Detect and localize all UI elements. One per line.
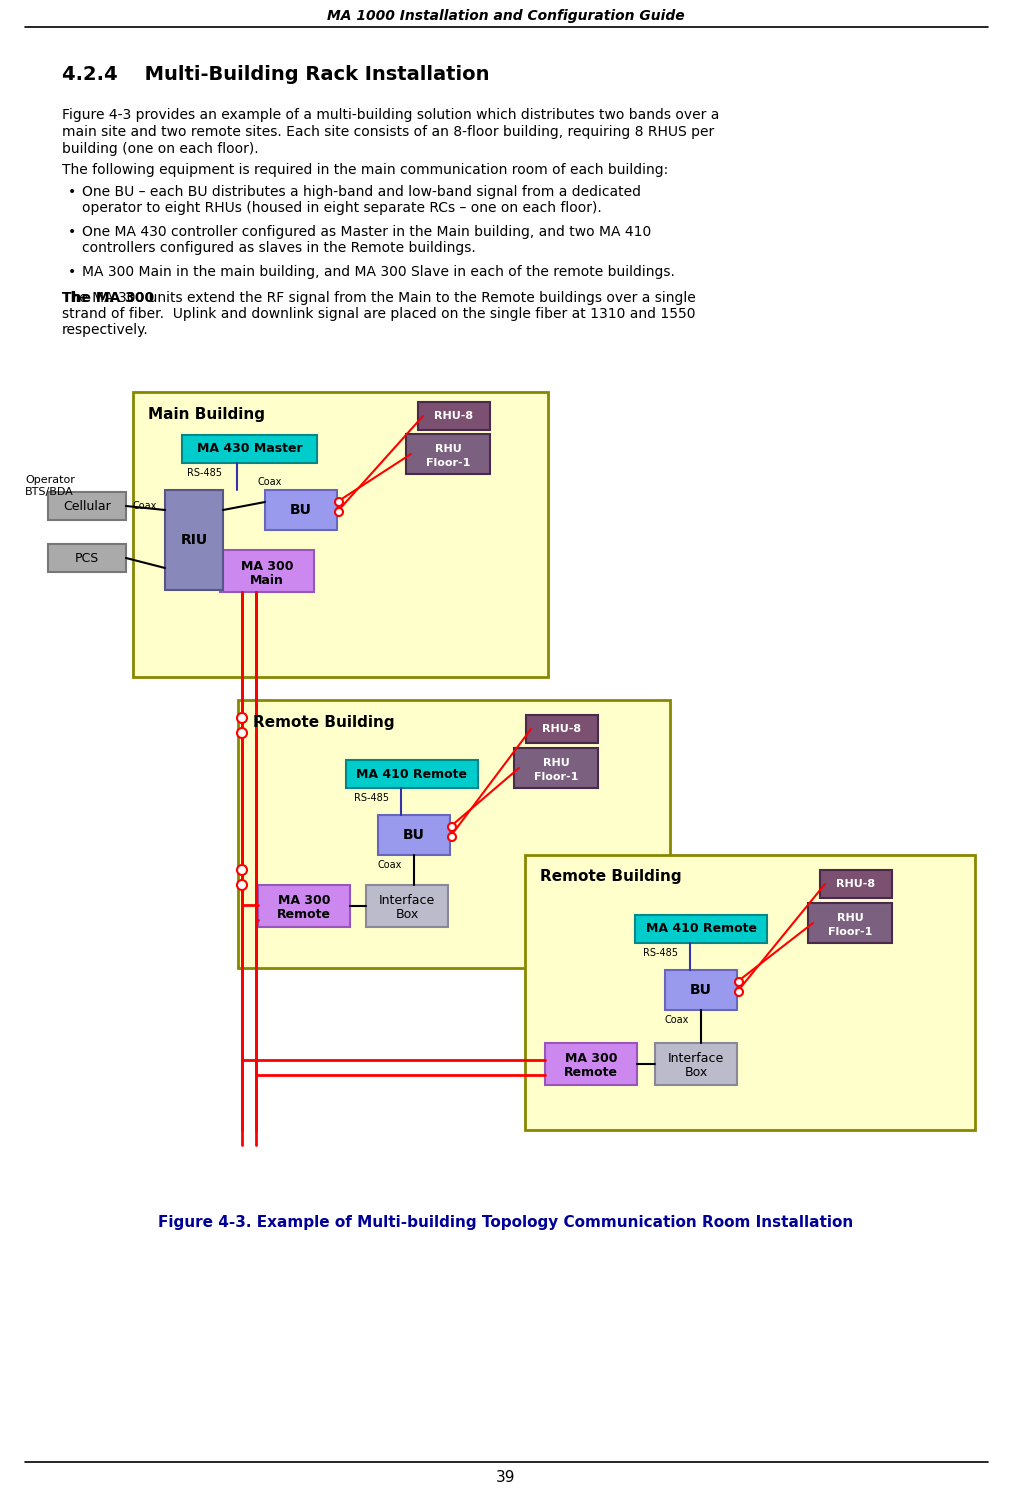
- Text: One MA 430 controller configured as Master in the Main building, and two MA 410: One MA 430 controller configured as Mast…: [82, 225, 651, 238]
- Text: RS-485: RS-485: [187, 468, 222, 478]
- Text: Figure 4-3. Example of Multi-building Topology Communication Room Installation: Figure 4-3. Example of Multi-building To…: [158, 1214, 854, 1229]
- Text: Figure 4-3 provides an example of a multi-building solution which distributes tw: Figure 4-3 provides an example of a mult…: [62, 107, 719, 122]
- Text: RHU: RHU: [837, 913, 863, 922]
- Bar: [406, 434, 490, 474]
- Text: RHU-8: RHU-8: [837, 879, 875, 890]
- Bar: [258, 885, 350, 927]
- Text: MA 410 Remote: MA 410 Remote: [357, 767, 468, 781]
- Bar: [48, 544, 126, 572]
- Text: Coax: Coax: [665, 1015, 689, 1025]
- Text: PCS: PCS: [75, 551, 99, 565]
- Text: strand of fiber.  Uplink and downlink signal are placed on the single fiber at 1: strand of fiber. Uplink and downlink sig…: [62, 307, 696, 320]
- Text: Box: Box: [395, 909, 418, 921]
- Text: •: •: [68, 225, 76, 238]
- Text: Main Building: Main Building: [148, 407, 265, 422]
- Text: MA 300: MA 300: [278, 894, 330, 907]
- Text: Operator: Operator: [25, 475, 75, 486]
- Circle shape: [237, 866, 247, 875]
- Text: RHU: RHU: [543, 758, 569, 767]
- Text: RHU: RHU: [435, 444, 461, 454]
- Text: The MA 300 units extend the RF signal from the Main to the Remote buildings over: The MA 300 units extend the RF signal fr…: [62, 291, 696, 305]
- Bar: [820, 870, 892, 898]
- Text: RHU-8: RHU-8: [435, 411, 473, 422]
- Bar: [165, 490, 223, 590]
- Bar: [635, 915, 767, 943]
- Text: main site and two remote sites. Each site consists of an 8-floor building, requi: main site and two remote sites. Each sit…: [62, 125, 714, 139]
- Circle shape: [335, 508, 343, 516]
- Bar: [665, 970, 737, 1010]
- Text: 39: 39: [496, 1469, 516, 1484]
- Bar: [378, 815, 450, 855]
- Text: Floor-1: Floor-1: [534, 772, 578, 782]
- Circle shape: [237, 714, 247, 723]
- Text: Cellular: Cellular: [63, 499, 110, 513]
- Text: Main: Main: [250, 574, 284, 587]
- Text: MA 430 Master: MA 430 Master: [197, 443, 302, 456]
- Text: RS-485: RS-485: [354, 793, 389, 803]
- Text: RS-485: RS-485: [643, 948, 678, 958]
- Text: RHU-8: RHU-8: [542, 724, 581, 735]
- Text: The MA 300: The MA 300: [62, 291, 154, 305]
- Circle shape: [335, 498, 343, 507]
- Text: BTS/BDA: BTS/BDA: [25, 487, 74, 498]
- Text: Remote Building: Remote Building: [540, 870, 682, 885]
- Text: Remote: Remote: [564, 1067, 618, 1079]
- Text: BU: BU: [290, 504, 312, 517]
- Bar: [366, 885, 448, 927]
- Text: •: •: [68, 265, 76, 279]
- Text: operator to eight RHUs (housed in eight separate RCs – one on each floor).: operator to eight RHUs (housed in eight …: [82, 201, 602, 215]
- Text: Remote Building: Remote Building: [253, 715, 395, 730]
- Text: The following equipment is required in the main communication room of each build: The following equipment is required in t…: [62, 162, 669, 177]
- Text: Floor-1: Floor-1: [828, 927, 872, 937]
- Circle shape: [448, 833, 456, 840]
- Circle shape: [735, 988, 743, 995]
- Bar: [346, 760, 478, 788]
- Text: MA 300 Main in the main building, and MA 300 Slave in each of the remote buildin: MA 300 Main in the main building, and MA…: [82, 265, 675, 279]
- Text: Box: Box: [685, 1067, 708, 1079]
- Circle shape: [237, 881, 247, 890]
- Circle shape: [448, 822, 456, 831]
- Bar: [265, 490, 337, 530]
- Bar: [545, 1043, 637, 1085]
- Text: RIU: RIU: [180, 533, 208, 547]
- Text: One BU – each BU distributes a high-band and low-band signal from a dedicated: One BU – each BU distributes a high-band…: [82, 185, 641, 200]
- Bar: [525, 855, 975, 1129]
- Bar: [182, 435, 317, 463]
- Text: building (one on each floor).: building (one on each floor).: [62, 142, 258, 156]
- Text: MA 410 Remote: MA 410 Remote: [645, 922, 757, 936]
- Bar: [133, 392, 548, 676]
- Bar: [238, 700, 670, 968]
- Bar: [526, 715, 598, 744]
- Text: MA 300: MA 300: [241, 560, 293, 572]
- Text: Coax: Coax: [133, 501, 157, 511]
- Bar: [514, 748, 598, 788]
- Bar: [220, 550, 314, 592]
- Circle shape: [237, 729, 247, 738]
- Text: Floor-1: Floor-1: [425, 457, 470, 468]
- Text: controllers configured as slaves in the Remote buildings.: controllers configured as slaves in the …: [82, 241, 476, 255]
- Text: MA 1000 Installation and Configuration Guide: MA 1000 Installation and Configuration G…: [327, 9, 685, 22]
- Text: respectively.: respectively.: [62, 323, 149, 337]
- Text: Coax: Coax: [258, 477, 283, 487]
- Bar: [48, 492, 126, 520]
- Text: Interface: Interface: [668, 1052, 724, 1065]
- Circle shape: [735, 977, 743, 986]
- Bar: [655, 1043, 737, 1085]
- Text: Interface: Interface: [379, 894, 436, 907]
- Text: 4.2.4    Multi-Building Rack Installation: 4.2.4 Multi-Building Rack Installation: [62, 66, 489, 85]
- Text: MA 300: MA 300: [565, 1052, 617, 1065]
- Bar: [418, 402, 490, 431]
- Text: BU: BU: [690, 983, 712, 997]
- Bar: [808, 903, 892, 943]
- Text: Remote: Remote: [277, 909, 331, 921]
- Text: Coax: Coax: [378, 860, 402, 870]
- Text: BU: BU: [403, 828, 424, 842]
- Text: •: •: [68, 185, 76, 200]
